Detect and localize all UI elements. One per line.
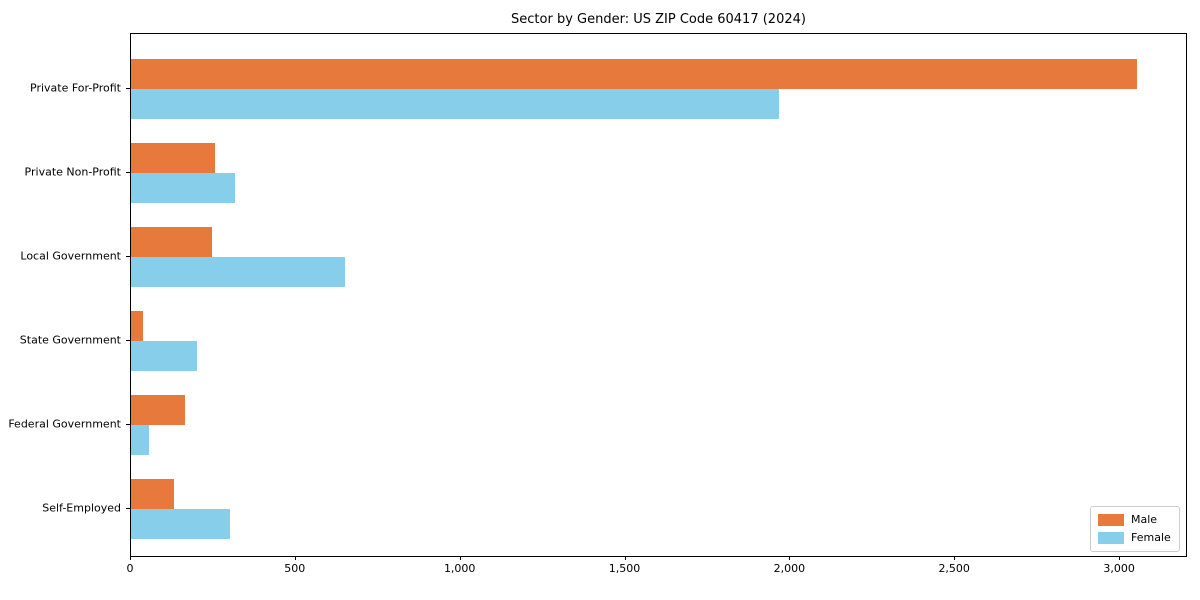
y-tick-mark [126, 424, 130, 425]
female-color-swatch [1098, 531, 1124, 544]
y-tick-mark [126, 256, 130, 257]
legend-item-male: Male [1098, 513, 1175, 527]
y-tick-label-federal-government: Federal Government [8, 417, 121, 431]
bar-male-private-for-profit [131, 59, 1137, 89]
x-tick-mark [624, 556, 626, 560]
y-tick-mark [126, 88, 130, 89]
x-tick-mark [954, 556, 956, 560]
x-tick-mark [130, 556, 131, 560]
bar-female-federal-government [131, 425, 150, 455]
x-tick-mark [789, 556, 791, 560]
y-tick-mark [126, 508, 130, 509]
x-tick-label-1-500: 1,500 [608, 562, 641, 575]
bar-female-local-government [131, 257, 346, 287]
legend: Male Female [1090, 506, 1180, 552]
x-tick-label-2-500: 2,500 [938, 562, 970, 575]
legend-label-male: Male [1131, 513, 1158, 527]
bar-male-self-employed [131, 479, 174, 509]
bar-female-state-government [131, 341, 197, 371]
male-color-swatch [1098, 514, 1124, 527]
x-tick-label-1-000: 1,000 [443, 562, 476, 575]
legend-label-female: Female [1131, 530, 1171, 544]
chart-title: Sector by Gender: US ZIP Code 60417 (202… [511, 12, 806, 27]
bar-male-local-government [131, 227, 212, 257]
y-tick-label-local-government: Local Government [20, 249, 121, 263]
bar-male-state-government [131, 311, 143, 341]
x-tick-label-0: 0 [126, 562, 134, 575]
bar-female-private-non-profit [131, 173, 235, 203]
y-tick-label-self-employed: Self-Employed [42, 501, 121, 515]
plot-area [130, 33, 1187, 557]
bar-female-self-employed [131, 509, 230, 539]
x-tick-mark [1119, 556, 1121, 560]
y-tick-label-private-non-profit: Private Non-Profit [24, 165, 121, 179]
y-tick-label-private-for-profit: Private For-Profit [30, 81, 121, 95]
bar-male-federal-government [131, 395, 186, 425]
bar-female-private-for-profit [131, 89, 779, 119]
y-tick-mark [126, 172, 130, 173]
legend-item-female: Female [1098, 530, 1175, 544]
bar-male-private-non-profit [131, 143, 216, 173]
x-tick-mark [459, 556, 461, 560]
x-tick-label-3-000: 3,000 [1103, 562, 1135, 575]
y-tick-label-state-government: State Government [19, 333, 121, 347]
x-tick-mark [294, 556, 296, 560]
x-tick-label-500: 500 [284, 562, 306, 575]
x-tick-label-2-000: 2,000 [773, 562, 806, 575]
y-tick-mark [126, 340, 130, 341]
